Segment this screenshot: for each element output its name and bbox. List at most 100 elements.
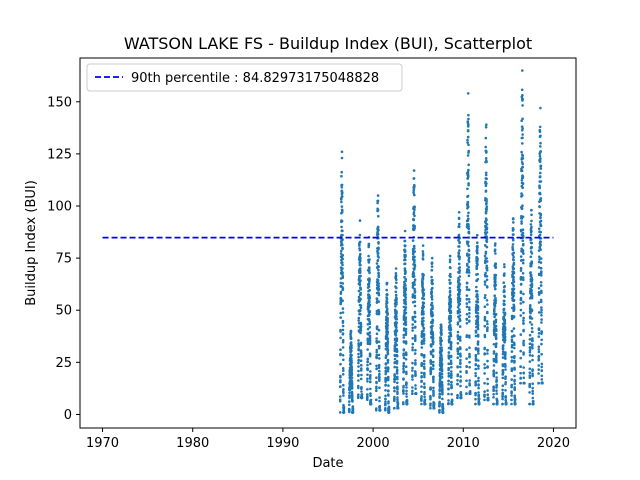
data-point: [457, 252, 461, 256]
data-point: [485, 266, 489, 270]
data-point: [422, 339, 426, 343]
data-point: [494, 318, 498, 322]
data-point: [465, 281, 469, 285]
data-point: [459, 370, 462, 374]
data-point: [476, 316, 480, 320]
data-point: [377, 345, 381, 348]
data-point: [537, 311, 541, 314]
data-point: [510, 383, 513, 387]
data-point: [404, 320, 408, 324]
data-point: [522, 372, 526, 375]
data-point: [384, 354, 388, 358]
data-point: [402, 367, 405, 371]
data-point: [458, 225, 461, 229]
data-point: [522, 343, 525, 347]
data-point: [513, 367, 516, 371]
data-point: [404, 277, 408, 281]
data-point: [519, 371, 522, 375]
data-point: [405, 372, 408, 376]
data-point: [467, 225, 471, 228]
data-point: [447, 379, 450, 383]
data-point: [339, 385, 342, 389]
data-point: [483, 398, 486, 402]
data-point: [502, 315, 506, 319]
data-point: [484, 136, 488, 140]
data-point: [531, 343, 534, 346]
data-point: [521, 235, 525, 238]
data-point: [492, 388, 495, 391]
data-point: [421, 281, 424, 285]
data-point: [529, 238, 533, 241]
data-point: [394, 272, 398, 275]
data-point: [414, 325, 417, 329]
data-point: [504, 351, 507, 354]
data-point: [520, 150, 523, 154]
data-point: [413, 185, 416, 188]
data-point: [476, 323, 480, 327]
data-point: [449, 266, 452, 270]
data-point: [378, 399, 381, 403]
data-point: [404, 298, 407, 301]
data-point: [420, 397, 423, 400]
data-point: [413, 227, 416, 230]
data-point: [476, 308, 480, 312]
data-point: [530, 327, 534, 330]
data-point: [465, 379, 468, 383]
data-point: [366, 339, 370, 342]
data-point: [495, 383, 499, 387]
data-point: [528, 402, 531, 406]
data-point: [341, 332, 345, 335]
data-point: [483, 394, 486, 397]
data-point: [531, 374, 534, 378]
data-point: [512, 271, 516, 275]
data-point: [467, 123, 470, 126]
data-point: [501, 350, 505, 354]
data-point: [396, 377, 399, 381]
data-point: [411, 329, 414, 332]
data-point: [466, 92, 470, 95]
data-point: [474, 348, 478, 351]
data-point: [530, 225, 533, 229]
data-point: [519, 333, 523, 336]
data-point: [458, 310, 462, 314]
data-point: [519, 255, 523, 258]
data-point: [503, 325, 507, 329]
data-point: [404, 288, 408, 292]
data-point: [522, 339, 525, 343]
data-point: [529, 311, 532, 315]
data-point: [421, 323, 425, 326]
data-point: [440, 339, 444, 343]
data-point: [521, 94, 524, 97]
data-point: [522, 278, 525, 282]
data-point: [512, 327, 516, 330]
data-point: [351, 400, 354, 403]
data-point: [492, 359, 496, 363]
data-point: [422, 337, 426, 340]
data-point: [395, 337, 399, 341]
data-point: [394, 267, 398, 270]
data-point: [483, 381, 486, 385]
data-point: [366, 363, 369, 367]
data-point: [458, 271, 461, 275]
data-point: [394, 293, 398, 297]
data-point: [386, 318, 390, 322]
data-point: [404, 365, 408, 369]
data-point: [368, 296, 372, 299]
data-point: [432, 380, 435, 384]
data-point: [521, 104, 524, 107]
y-axis-label: Buildup Index (BUI): [24, 180, 39, 306]
data-point: [431, 367, 435, 371]
data-point: [422, 273, 425, 277]
data-point: [359, 306, 363, 310]
data-point: [528, 371, 532, 375]
data-point: [430, 345, 433, 348]
data-point: [385, 288, 389, 292]
data-point: [540, 374, 544, 378]
data-point: [423, 398, 427, 402]
data-point: [512, 278, 515, 281]
data-point: [404, 306, 408, 309]
data-point: [359, 351, 363, 355]
data-point: [477, 364, 480, 368]
data-point: [440, 368, 444, 371]
data-point: [413, 255, 416, 259]
